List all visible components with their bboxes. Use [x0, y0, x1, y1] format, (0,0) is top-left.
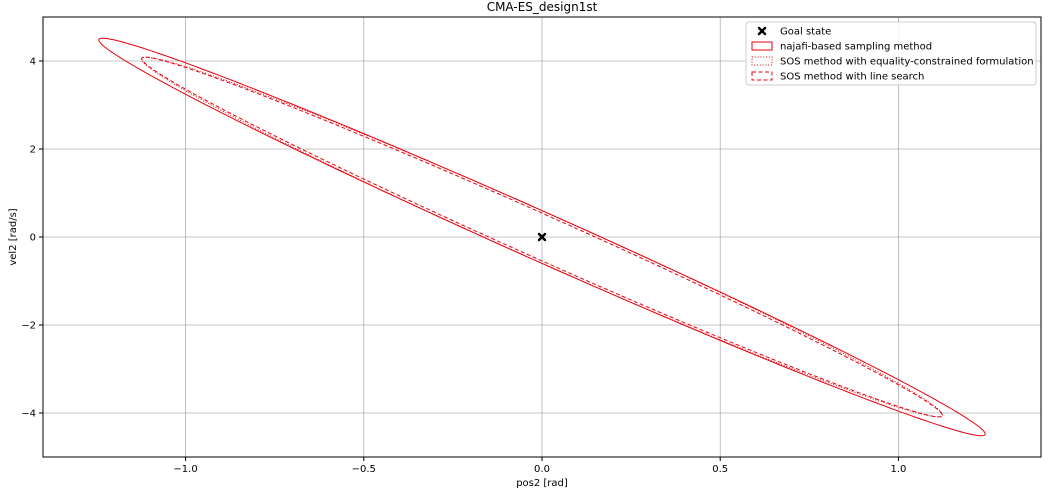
legend-frame — [745, 21, 1037, 86]
x-tick-label: 0.5 — [712, 464, 728, 475]
goal-state-marker — [537, 232, 547, 242]
legend-label-3: SOS method with line search — [780, 72, 924, 83]
series-ellipse-3 — [141, 56, 943, 418]
legend-label-goal-state: Goal state — [780, 27, 831, 38]
series-group — [98, 37, 986, 437]
y-tick-label: 0 — [30, 233, 36, 244]
series-ellipse-2 — [140, 56, 944, 418]
y-tick-label: 2 — [30, 145, 36, 156]
y-axis-ticks: −4 −2 0 2 4 — [21, 57, 43, 420]
x-tick-label: −1.0 — [173, 464, 197, 475]
x-tick-label: −0.5 — [352, 464, 376, 475]
y-tick-label: −2 — [21, 321, 36, 332]
goal-marker-group — [537, 232, 547, 242]
legend-swatch-3 — [751, 71, 773, 81]
legend-swatch-1 — [751, 41, 773, 51]
y-tick-label: 4 — [30, 57, 36, 68]
series-ellipse-1 — [98, 37, 986, 437]
y-axis-label: vel2 [rad/s] — [8, 208, 19, 265]
x-axis-label: pos2 [rad] — [516, 478, 568, 489]
legend-label-1: najafi-based sampling method — [780, 42, 932, 53]
legend-label-2: SOS method with equality-constrained for… — [780, 57, 1034, 68]
y-tick-label: −4 — [21, 409, 36, 420]
legend-goal-marker — [757, 26, 767, 36]
x-tick-label: 0.0 — [534, 464, 550, 475]
x-axis-ticks: −1.0 −0.5 0.0 0.5 1.0 — [173, 457, 906, 475]
legend: Goal state najafi-based sampling method SO… — [745, 21, 1037, 86]
chart-title: CMA-ES_design1st — [487, 0, 598, 14]
x-tick-label: 1.0 — [890, 464, 906, 475]
